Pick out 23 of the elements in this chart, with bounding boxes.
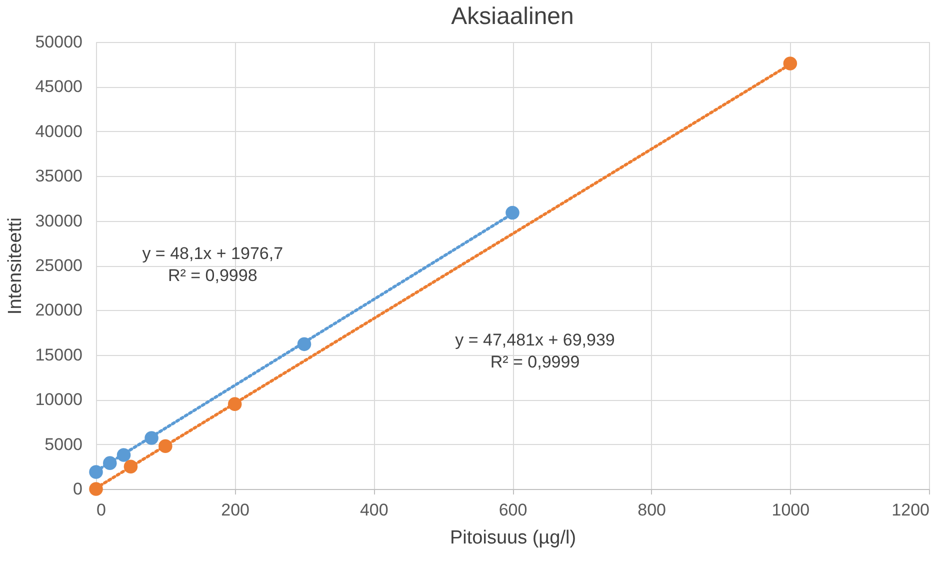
x-tick-label: 200 [221, 500, 250, 520]
y-tick-label: 5000 [44, 434, 82, 454]
y-tick-label: 50000 [35, 32, 82, 52]
annotation: y = 48,1x + 1976,7 R² = 0,9998 [142, 244, 284, 285]
x-tick-label: 0 [96, 500, 106, 520]
annotation: y = 47,481x + 69,939 R² = 0,9999 [455, 330, 615, 372]
y-axis-title: Intensiteetti [5, 217, 26, 315]
x-tick-label: 600 [498, 500, 528, 520]
y-tick-label: 45000 [35, 77, 82, 96]
y-tick-label: 40000 [35, 122, 82, 141]
x-tick-label: 1000 [772, 500, 810, 520]
y-tick-label: 0 [73, 480, 82, 498]
x-tick-label: 400 [360, 500, 388, 520]
y-tick-label: 10000 [35, 390, 82, 410]
y-tick-label: 35000 [35, 166, 82, 186]
y-tick-label: 15000 [35, 345, 82, 364]
y-tick-label: 30000 [35, 211, 82, 230]
x-tick-label: 1200 [892, 500, 930, 520]
y-tick-label: 20000 [35, 300, 82, 320]
y-tick-label: 25000 [35, 256, 82, 275]
x-axis-title: Pitoisuus (µg/l) [450, 528, 576, 548]
chart-title: Aksiaalinen [451, 3, 574, 30]
x-tick-label: 800 [638, 500, 666, 520]
